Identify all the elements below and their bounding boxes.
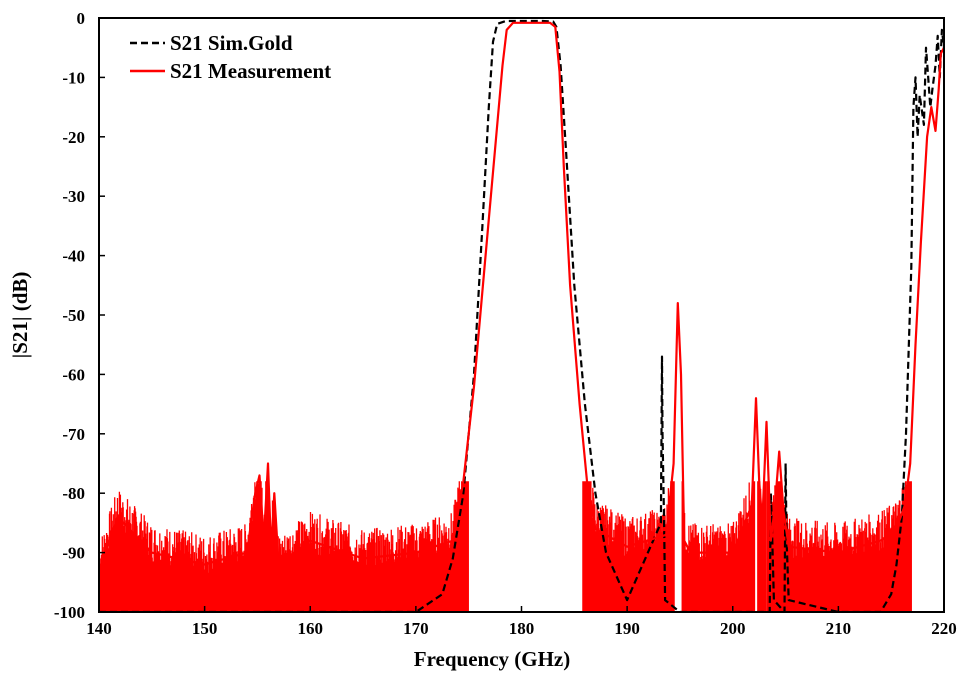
- x-tick-label: 160: [298, 619, 324, 638]
- measurement-noise: [99, 481, 912, 612]
- x-tick-label: 170: [403, 619, 429, 638]
- data-layer: [99, 19, 944, 612]
- x-tick-label: 140: [86, 619, 112, 638]
- y-tick-label: -30: [62, 187, 85, 206]
- series-line-measurement: [99, 21, 944, 571]
- y-axis-title: |S21| (dB): [8, 272, 32, 359]
- y-tick-label: -50: [62, 306, 85, 325]
- y-tick-label: -40: [62, 247, 85, 266]
- measurement-noise-fill: [99, 481, 912, 612]
- y-tick-label: 0: [77, 9, 86, 28]
- y-tick-label: -80: [62, 484, 85, 503]
- x-axis-title: Frequency (GHz): [414, 647, 571, 671]
- y-tick-label: -100: [54, 603, 85, 622]
- legend-label-sim-gold: S21 Sim.Gold: [170, 31, 293, 55]
- x-axis: 140 150 160 170 180 190 200 210 220: [86, 606, 957, 638]
- legend: S21 Sim.Gold S21 Measurement: [130, 31, 331, 83]
- y-tick-label: -20: [62, 128, 85, 147]
- series-layer: [99, 19, 944, 612]
- plot-area: [99, 18, 944, 612]
- series-line-sim-gold: [99, 19, 944, 612]
- legend-label-measurement: S21 Measurement: [170, 59, 331, 83]
- x-tick-label: 210: [826, 619, 852, 638]
- x-tick-label: 150: [192, 619, 218, 638]
- x-tick-label: 180: [509, 619, 535, 638]
- y-tick-label: -90: [62, 544, 85, 563]
- y-tick-label: -70: [62, 425, 85, 444]
- y-tick-label: -60: [62, 365, 85, 384]
- x-tick-label: 190: [614, 619, 640, 638]
- x-tick-label: 200: [720, 619, 746, 638]
- x-tick-label: 220: [931, 619, 957, 638]
- y-tick-label: -10: [62, 68, 85, 87]
- y-axis: 0 -10 -20 -30 -40 -50 -60 -70 -80 -90 -100: [54, 9, 105, 622]
